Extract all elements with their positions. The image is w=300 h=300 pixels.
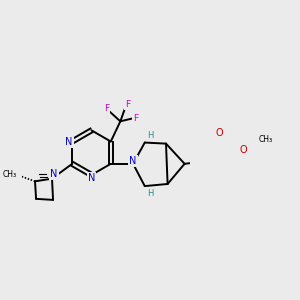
- Text: N: N: [129, 156, 137, 166]
- Text: N: N: [50, 169, 58, 179]
- Text: F: F: [125, 100, 130, 109]
- Text: CH₃: CH₃: [3, 170, 17, 179]
- Text: F: F: [133, 114, 138, 123]
- Text: F: F: [104, 104, 109, 113]
- Text: O: O: [239, 145, 247, 155]
- Text: N: N: [88, 172, 95, 183]
- Text: O: O: [216, 128, 224, 138]
- Text: H: H: [147, 130, 153, 140]
- Text: H: H: [147, 189, 153, 198]
- Text: CH₃: CH₃: [258, 135, 272, 144]
- Text: N: N: [65, 136, 73, 146]
